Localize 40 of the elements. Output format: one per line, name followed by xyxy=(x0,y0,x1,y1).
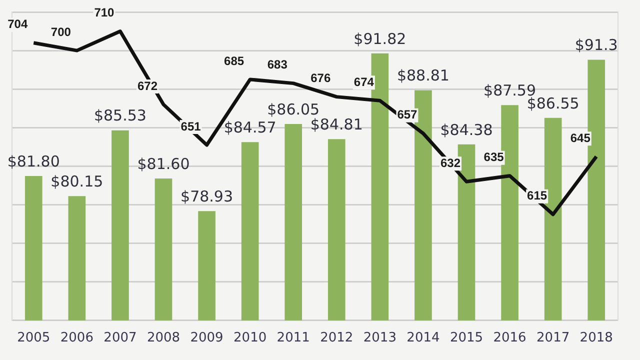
x-tick-label: 2018 xyxy=(580,330,613,346)
data-label: $78.93 xyxy=(180,188,234,206)
data-label: 645 xyxy=(570,130,591,145)
data-label: 657 xyxy=(397,108,418,122)
x-tick-label: 2010 xyxy=(234,330,267,346)
data-label: $81.60 xyxy=(137,154,190,173)
x-tick-label: 2008 xyxy=(146,330,180,346)
data-label: $91.82 xyxy=(354,30,406,48)
data-label: 710 xyxy=(94,6,115,20)
data-label: $80.15 xyxy=(50,172,104,191)
data-label: $91.3 xyxy=(574,36,618,54)
data-label: 632 xyxy=(440,156,461,170)
data-label: $84.38 xyxy=(440,120,493,139)
data-label: $85.53 xyxy=(94,106,146,125)
x-tick-label: 2014 xyxy=(406,330,440,346)
x-tick-label: 2006 xyxy=(60,330,94,346)
data-label: $84.57 xyxy=(224,118,276,136)
data-label: $88.81 xyxy=(396,66,450,85)
x-tick-label: 2013 xyxy=(363,330,396,346)
x-tick-label: 2016 xyxy=(493,330,526,346)
data-label: 615 xyxy=(527,188,548,203)
data-label: 651 xyxy=(180,119,202,134)
data-label: 635 xyxy=(484,150,504,164)
x-tick-label: 2007 xyxy=(104,330,137,346)
data-label: 700 xyxy=(50,24,72,39)
data-label: $86.05 xyxy=(267,100,320,118)
data-label: $84.81 xyxy=(310,116,363,134)
x-tick-label: 2005 xyxy=(17,330,50,346)
data-label: 674 xyxy=(354,74,374,89)
data-label: 683 xyxy=(267,58,288,72)
x-tick-label: 2009 xyxy=(190,330,224,346)
data-label: $81.80 xyxy=(7,152,60,170)
data-label: 685 xyxy=(224,54,244,68)
x-tick-label: 2015 xyxy=(450,330,484,346)
x-tick-label: 2012 xyxy=(320,330,354,346)
x-tick-label: 2017 xyxy=(536,330,570,346)
data-label: 672 xyxy=(137,78,158,93)
x-tick-label: 2011 xyxy=(276,330,310,346)
data-label: 704 xyxy=(8,17,28,32)
data-label: 676 xyxy=(310,71,331,86)
